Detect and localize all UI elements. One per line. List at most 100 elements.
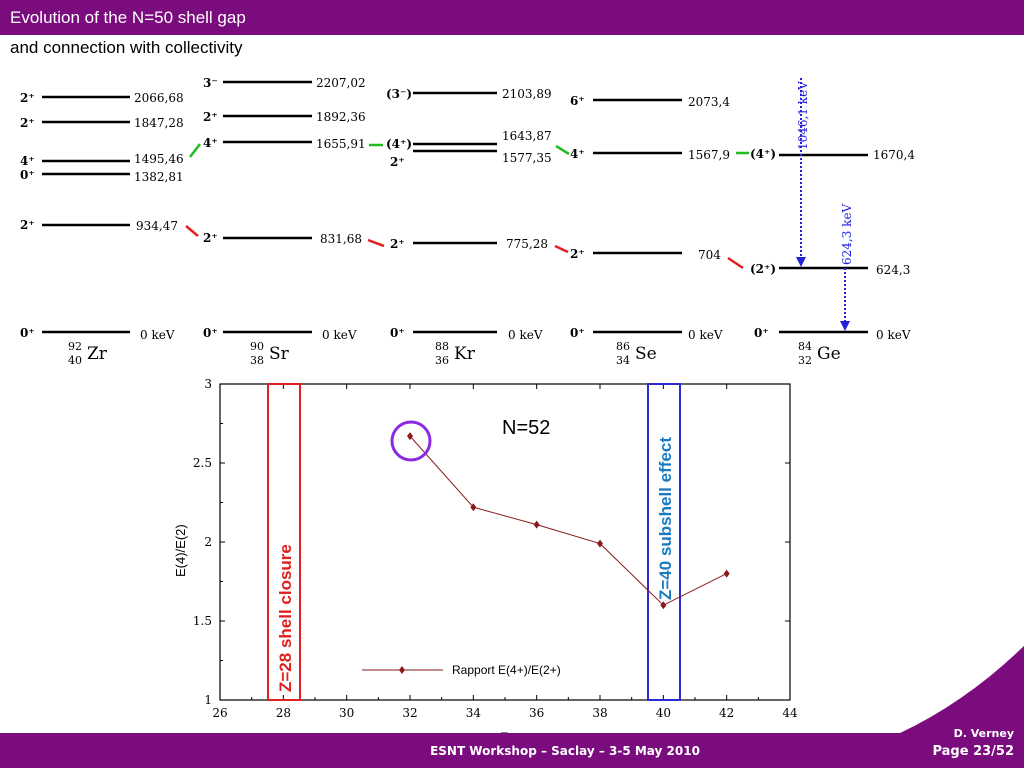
mass-number: 92 (68, 340, 82, 353)
series-group (407, 432, 730, 610)
legend-marker-icon (399, 666, 405, 674)
energy-label: 0 keV (508, 328, 543, 342)
spin-label: 2⁺ (390, 155, 405, 169)
arrowhead-icon (840, 321, 850, 331)
energy-label: 831,68 (320, 232, 362, 246)
energy-label: 2066,68 (134, 91, 184, 105)
proton-number: 34 (616, 354, 630, 367)
legend-label: Rapport E(4+)/E(2+) (452, 663, 561, 677)
nucleus-symbol: Sr (269, 344, 290, 364)
data-point (407, 432, 413, 441)
level-schemes: 2⁺ 2⁺ 4⁺ 0⁺ 2⁺ 0⁺ 2066,68 1847,28 1495,4… (20, 76, 915, 367)
shell28-label: Z=28 shell closure (276, 544, 295, 692)
y-axis-label: E(4)/E(2) (173, 524, 188, 577)
spin-label: 0⁺ (390, 326, 405, 340)
spin-label: 0⁺ (20, 168, 35, 182)
spin-label: 0⁺ (754, 326, 769, 340)
scheme-kr: (3⁻) (4⁺) 2⁺ 2⁺ 0⁺ 2103,89 1643,87 1577,… (386, 87, 552, 367)
transition-label: 624,3 keV (840, 203, 854, 265)
connector-2plus (185, 225, 199, 237)
energy-label: 934,47 (136, 219, 178, 233)
mass-number: 90 (250, 340, 264, 353)
series-line (409, 435, 727, 606)
spin-label: 2⁺ (20, 91, 35, 105)
energy-label: 1655,91 (316, 137, 366, 151)
spin-label: 4⁺ (20, 154, 35, 168)
spin-label: 4⁺ (570, 147, 585, 161)
energy-label: 2103,89 (502, 87, 552, 101)
axis-ticks: 26 28 30 32 34 36 38 40 42 44 1 1.5 2 2.5 3 (193, 377, 798, 720)
nucleus-symbol: Kr (454, 344, 476, 364)
energy-label: 1495,46 (134, 152, 184, 166)
data-point (660, 601, 667, 610)
spin-label: 0⁺ (20, 326, 35, 340)
x-tick-label: 30 (339, 706, 354, 720)
energy-label: 1577,35 (502, 151, 552, 165)
energy-label: 1643,87 (502, 129, 552, 143)
scheme-ge: (4⁺) (2⁺) 0⁺ 1670,4 624,3 0 keV 84 32 Ge… (750, 78, 915, 367)
x-tick-label: 32 (402, 706, 417, 720)
title-bar (0, 0, 1024, 35)
proton-number: 36 (435, 354, 449, 367)
connector-2plus (367, 238, 385, 248)
scheme-sr: 3⁻ 2⁺ 4⁺ 2⁺ 0⁺ 2207,02 1892,36 1655,91 8… (203, 76, 366, 367)
spin-label: 2⁺ (203, 231, 218, 245)
spin-label: (4⁺) (386, 137, 412, 151)
data-point (470, 503, 477, 512)
connector-2plus (554, 244, 569, 254)
proton-number: 40 (68, 354, 82, 367)
x-tick-label: 40 (656, 706, 671, 720)
spin-label: 2⁺ (20, 218, 35, 232)
slide-subtitle: and connection with collectivity (10, 38, 243, 57)
data-point (723, 569, 730, 578)
footer-bar (0, 733, 1024, 768)
corner-swoosh (900, 645, 1024, 740)
energy-label: 2073,4 (688, 95, 730, 109)
scheme-se: 6⁺ 4⁺ 2⁺ 0⁺ 2073,4 1567,9 704 0 keV 86 3… (570, 94, 730, 367)
energy-label: 0 keV (140, 328, 175, 342)
spin-label: (3⁻) (386, 87, 412, 101)
chart-title: N=52 (502, 417, 550, 439)
energy-label: 624,3 (876, 263, 910, 277)
spin-label: 2⁺ (203, 110, 218, 124)
subshell40-box (647, 383, 681, 701)
x-tick-label: 38 (592, 706, 607, 720)
connector-2plus (727, 256, 744, 270)
spin-label: 4⁺ (203, 136, 218, 150)
nucleus-symbol: Zr (87, 344, 108, 364)
data-point (533, 520, 540, 529)
spin-label: 0⁺ (203, 326, 218, 340)
spin-label: (4⁺) (750, 147, 776, 161)
energy-label: 1670,4 (873, 148, 915, 162)
nucleus-symbol: Ge (817, 344, 841, 364)
corner-decoration (900, 645, 1024, 740)
spin-label: 2⁺ (570, 247, 585, 261)
energy-label: 1892,36 (316, 110, 366, 124)
x-tick-label: 36 (529, 706, 544, 720)
spin-label: 2⁺ (20, 116, 35, 130)
energy-label: 1567,9 (688, 148, 730, 162)
ratio-plot: 26 28 30 32 34 36 38 40 42 44 1 1.5 2 2.5 3 Z=28 shell… (173, 377, 798, 745)
scheme-zr: 2⁺ 2⁺ 4⁺ 0⁺ 2⁺ 0⁺ 2066,68 1847,28 1495,4… (20, 91, 184, 367)
spin-label: 0⁺ (570, 326, 585, 340)
spin-label: 3⁻ (203, 76, 218, 90)
x-tick-label: 28 (276, 706, 291, 720)
energy-label: 0 keV (688, 328, 723, 342)
energy-label: 1382,81 (134, 170, 184, 184)
spin-label: (2⁺) (750, 262, 776, 276)
y-tick-label: 3 (204, 377, 212, 391)
x-tick-label: 34 (466, 706, 482, 720)
shell28-box (267, 383, 301, 701)
y-tick-label: 2.5 (193, 456, 212, 470)
page-number: Page 23/52 (932, 744, 1014, 759)
spin-label: 2⁺ (390, 237, 405, 251)
x-tick-label: 26 (212, 706, 227, 720)
y-tick-label: 2 (204, 535, 212, 549)
energy-label: 2207,02 (316, 76, 366, 90)
energy-label: 704 (698, 248, 721, 262)
arrowhead-icon (796, 257, 806, 267)
mass-number: 84 (798, 340, 812, 353)
subshell40-label: Z=40 subshell effect (656, 437, 675, 600)
energy-label: 1847,28 (134, 116, 184, 130)
x-tick-label: 42 (719, 706, 734, 720)
